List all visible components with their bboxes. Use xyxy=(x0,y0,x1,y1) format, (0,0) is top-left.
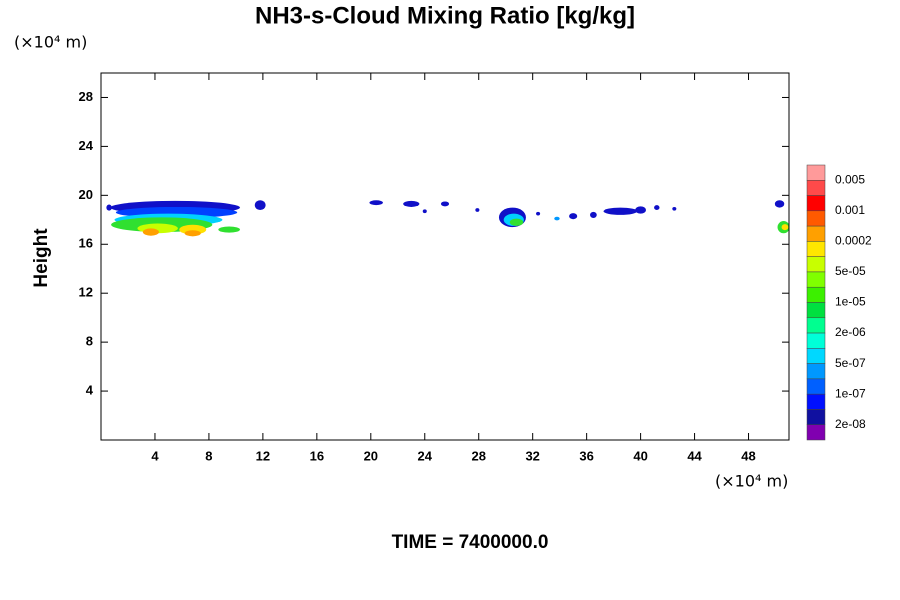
cloud-cell xyxy=(509,218,524,226)
cloud-cell xyxy=(536,211,541,216)
y-tick-label: 8 xyxy=(86,334,93,349)
colorbar-swatch xyxy=(806,409,826,425)
colorbar-tick-label: 0.005 xyxy=(835,172,865,186)
x-tick-label: 48 xyxy=(741,448,755,463)
colorbar-tick-label: 0.0002 xyxy=(835,234,872,248)
cloud-cell xyxy=(369,200,383,206)
cloud-cell xyxy=(254,200,266,211)
cloud-cell xyxy=(603,207,638,215)
x-tick-label: 36 xyxy=(579,448,593,463)
y-tick-label: 4 xyxy=(86,383,94,398)
colorbar-tick-label: 1e-05 xyxy=(835,295,866,309)
y-tick-label: 12 xyxy=(79,285,93,300)
cloud-cell xyxy=(106,204,112,211)
colorbar-swatch xyxy=(806,164,826,181)
x-unit-label: (×10⁴ m) xyxy=(715,472,788,491)
colorbar-swatch xyxy=(806,241,826,257)
cloud-cell xyxy=(475,208,480,212)
colorbar-swatch xyxy=(806,424,826,441)
cloud-cell xyxy=(774,200,785,208)
colorbar-swatch xyxy=(806,363,826,380)
colorbar-swatch xyxy=(806,271,826,288)
cloud-cell xyxy=(672,206,677,211)
y-tick-label: 24 xyxy=(79,138,94,153)
cloud-cell xyxy=(403,200,420,207)
colorbar-swatch xyxy=(806,302,826,319)
y-axis-label: Height xyxy=(31,228,52,288)
cloud-cell xyxy=(184,230,201,237)
cloud-cell xyxy=(569,213,578,220)
x-tick-label: 16 xyxy=(310,448,324,463)
cloud-cell xyxy=(440,201,450,207)
colorbar-swatch xyxy=(806,378,826,395)
x-tick-label: 44 xyxy=(687,448,702,463)
colorbar-swatch xyxy=(806,317,826,334)
colorbar-swatch xyxy=(806,332,826,349)
cloud-cell xyxy=(635,206,647,214)
cloud-cell xyxy=(218,226,240,233)
x-tick-label: 28 xyxy=(471,448,485,463)
x-tick-label: 32 xyxy=(525,448,539,463)
colorbar-swatch xyxy=(806,210,826,227)
colorbar-swatch xyxy=(806,348,826,364)
chart-title: NH3-s-Cloud Mixing Ratio [kg/kg] xyxy=(255,2,635,29)
colorbar-swatch xyxy=(806,256,826,273)
colorbar-tick-label: 2e-06 xyxy=(835,325,866,339)
colorbar-swatch xyxy=(806,286,826,303)
x-tick-label: 8 xyxy=(205,448,212,463)
colorbar-tick-label: 5e-05 xyxy=(835,264,866,278)
colorbar-tick-label: 0.001 xyxy=(835,203,865,217)
x-tick-label: 4 xyxy=(151,448,159,463)
y-tick-label: 16 xyxy=(79,236,93,251)
colorbar-swatch xyxy=(806,180,826,196)
colorbar-tick-label: 1e-07 xyxy=(835,386,866,400)
y-tick-label: 20 xyxy=(79,187,93,202)
colorbar-swatch xyxy=(806,393,826,410)
cloud-cell xyxy=(554,216,560,221)
colorbar-swatch xyxy=(806,195,826,212)
cloud-cell xyxy=(422,209,427,214)
x-tick-label: 12 xyxy=(256,448,270,463)
footer: TIME = 7400000.0 xyxy=(392,532,549,553)
colorbar-swatch xyxy=(806,225,826,242)
x-tick-label: 40 xyxy=(633,448,647,463)
x-tick-label: 24 xyxy=(418,448,433,463)
colorbar-tick-label: 2e-08 xyxy=(835,417,866,431)
y-unit-label: (×10⁴ m) xyxy=(14,33,87,52)
cloud-cell xyxy=(590,211,597,218)
contour-field xyxy=(106,200,789,237)
cloud-cell xyxy=(142,228,160,236)
plot-frame xyxy=(100,72,790,441)
cloud-cell xyxy=(781,224,789,231)
x-tick-label: 20 xyxy=(364,448,378,463)
colorbar-tick-label: 5e-07 xyxy=(835,356,866,370)
cloud-cell xyxy=(654,205,660,211)
y-tick-label: 28 xyxy=(79,89,93,104)
